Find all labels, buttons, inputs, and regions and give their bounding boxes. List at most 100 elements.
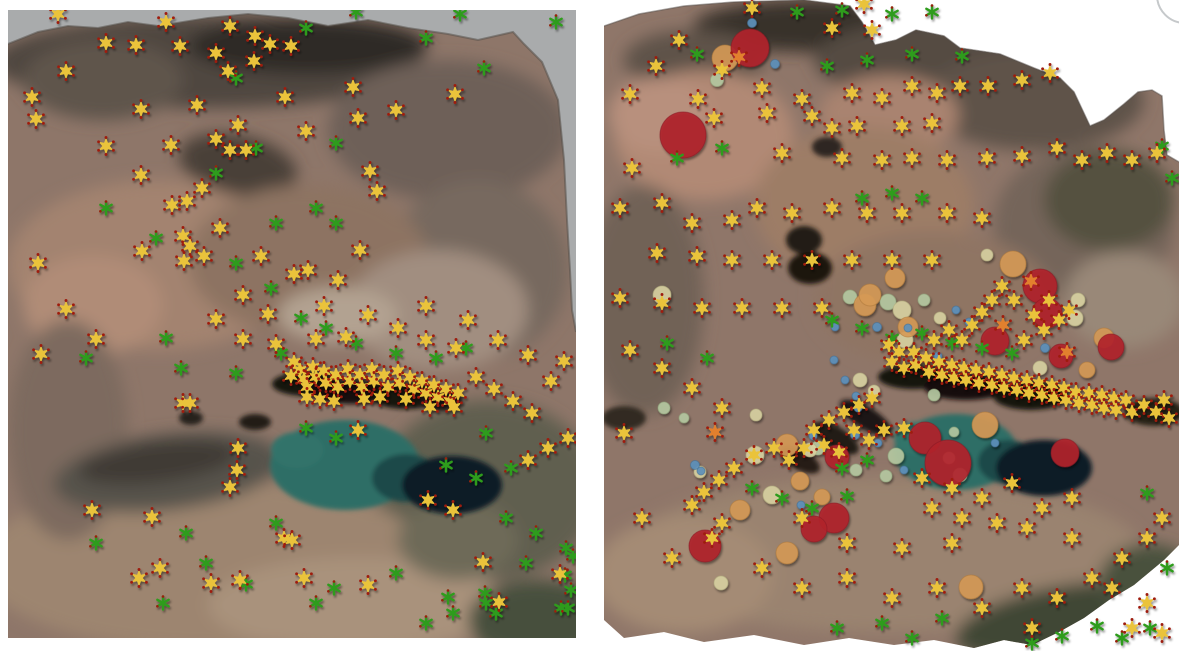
yellow-star-marker: [551, 564, 569, 584]
blue-circle-marker: [951, 305, 961, 315]
yellow-star-marker: [893, 203, 911, 223]
sage-circle-marker: [948, 426, 960, 438]
yellow-star-marker: [1040, 290, 1058, 310]
right-map-image: [604, 0, 1179, 651]
orange-star-marker: [706, 422, 724, 442]
yellow-star-marker: [337, 327, 355, 347]
blue-circle-marker: [829, 355, 839, 365]
yellow-star-marker: [793, 578, 811, 598]
green-star-marker: [745, 480, 759, 496]
sage-circle-marker: [887, 447, 905, 465]
green-star-marker: [159, 330, 173, 346]
yellow-star-marker: [444, 500, 462, 520]
green-star-marker: [775, 490, 789, 506]
yellow-star-marker: [978, 148, 996, 168]
yellow-star-marker: [979, 76, 997, 96]
left-terrain-background: [8, 10, 576, 638]
yellow-star-marker: [425, 375, 443, 395]
green-star-marker: [469, 470, 483, 486]
green-star-marker: [299, 420, 313, 436]
yellow-star-marker: [87, 329, 105, 349]
yellow-star-marker: [940, 320, 958, 340]
yellow-star-marker: [615, 423, 633, 443]
yellow-star-marker: [297, 121, 315, 141]
yellow-star-marker: [688, 246, 706, 266]
yellow-star-marker: [1103, 578, 1121, 598]
yellow-star-marker: [555, 351, 573, 371]
yellow-star-marker: [725, 458, 743, 478]
yellow-star-marker: [1013, 146, 1031, 166]
yellow-star-marker: [132, 99, 150, 119]
yellow-star-marker: [1050, 310, 1068, 330]
yellow-star-marker: [539, 438, 557, 458]
green-star-marker: [955, 48, 969, 64]
yellow-star-marker: [873, 88, 891, 108]
yellow-star-marker: [1023, 618, 1041, 638]
yellow-star-marker: [988, 513, 1006, 533]
green-star-marker: [790, 4, 804, 20]
orange-circle-marker: [1078, 361, 1096, 379]
yellow-star-marker: [723, 210, 741, 230]
yellow-star-marker: [693, 298, 711, 318]
green-star-marker: [329, 430, 343, 446]
yellow-star-marker: [283, 530, 301, 550]
yellow-star-marker: [843, 83, 861, 103]
blue-circle-marker: [796, 500, 806, 510]
yellow-star-marker: [1138, 528, 1156, 548]
yellow-star-marker: [913, 468, 931, 488]
yellow-star-marker: [973, 302, 991, 322]
khaki-circle-marker: [1066, 309, 1084, 327]
green-star-marker: [561, 600, 575, 616]
blue-circle-marker: [899, 465, 909, 475]
yellow-star-marker: [317, 373, 335, 393]
yellow-star-marker: [207, 43, 225, 63]
yellow-star-marker: [219, 61, 237, 81]
red-circle-marker: [800, 515, 828, 543]
yellow-star-marker: [1063, 528, 1081, 548]
orange-circle-marker: [999, 250, 1027, 278]
yellow-star-marker: [713, 60, 731, 80]
yellow-star-marker: [421, 397, 439, 417]
yellow-star-marker: [27, 109, 45, 129]
yellow-star-marker: [459, 310, 477, 330]
yellow-star-marker: [1048, 138, 1066, 158]
yellow-star-marker: [973, 488, 991, 508]
yellow-star-marker: [653, 193, 671, 213]
yellow-star-marker: [143, 507, 161, 527]
yellow-star-marker: [963, 315, 981, 335]
yellow-star-marker: [130, 568, 148, 588]
yellow-star-marker: [489, 330, 507, 350]
green-star-marker: [309, 595, 323, 611]
red-circle-marker: [730, 28, 770, 68]
green-star-marker: [329, 135, 343, 151]
yellow-star-marker: [174, 226, 192, 246]
yellow-star-marker: [943, 478, 961, 498]
green-star-marker: [1055, 628, 1069, 644]
yellow-star-marker: [1073, 150, 1091, 170]
yellow-star-marker: [389, 318, 407, 338]
yellow-star-marker: [943, 533, 961, 553]
green-star-marker: [199, 555, 213, 571]
green-star-marker: [299, 20, 313, 36]
green-star-marker: [327, 580, 341, 596]
yellow-star-marker: [923, 250, 941, 270]
yellow-star-marker: [449, 383, 467, 403]
yellow-star-marker: [229, 115, 247, 135]
green-star-marker: [329, 215, 343, 231]
yellow-star-marker: [923, 498, 941, 518]
yellow-star-marker: [307, 329, 325, 349]
yellow-star-marker: [633, 508, 651, 528]
green-star-marker: [975, 340, 989, 356]
green-star-marker: [690, 46, 704, 62]
green-star-marker: [489, 605, 503, 621]
yellow-star-marker: [245, 51, 263, 71]
khaki-circle-marker: [980, 248, 994, 262]
yellow-star-marker: [843, 250, 861, 270]
green-star-marker: [179, 525, 193, 541]
yellow-star-marker: [883, 250, 901, 270]
green-star-marker: [1140, 485, 1154, 501]
yellow-star-marker: [611, 198, 629, 218]
yellow-star-marker: [753, 558, 771, 578]
red-circle-marker: [924, 439, 972, 487]
